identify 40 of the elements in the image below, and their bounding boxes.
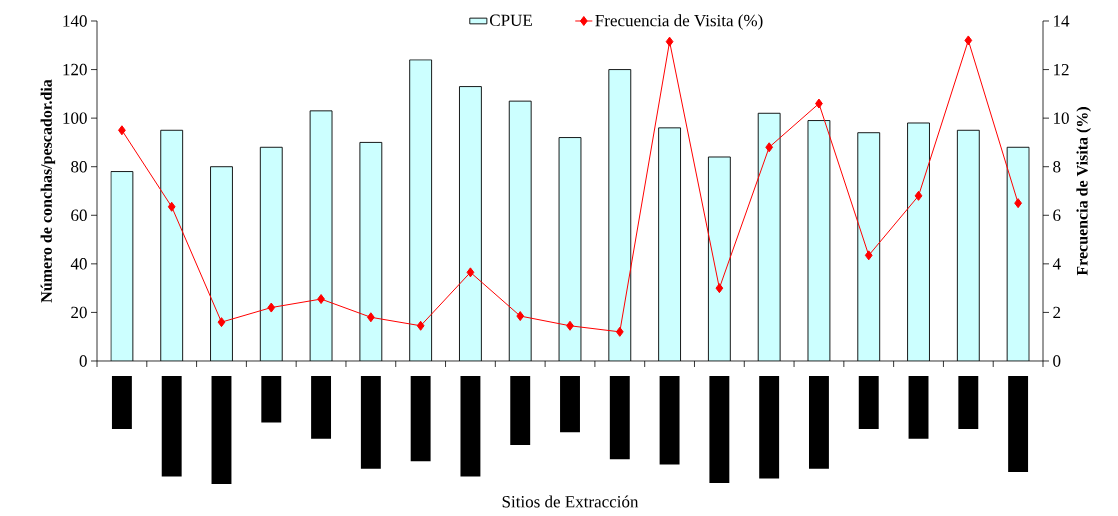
point: [765, 142, 774, 153]
point: [267, 302, 276, 313]
y2-tick-label: 0: [1053, 355, 1061, 367]
legend-label: CPUE: [490, 14, 532, 27]
y-tick-label: 20: [71, 306, 87, 319]
y-tick-label: 0: [79, 355, 87, 367]
point: [416, 320, 425, 331]
point: [118, 125, 126, 136]
point: [665, 36, 674, 47]
y2-tick-label: 2: [1053, 306, 1061, 319]
y2-tick-label: 12: [1054, 63, 1069, 76]
y2-tick-label: 4: [1052, 258, 1061, 270]
point: [167, 201, 176, 212]
point: [615, 326, 624, 337]
y2-tick-label: 10: [1054, 112, 1069, 124]
point: [964, 35, 973, 46]
point: [466, 267, 475, 278]
y2-axis-title: Frecuencia de Visita (%): [1076, 107, 1091, 276]
legend-label: Frecuencia de Visita (%): [595, 14, 763, 30]
y-tick-label: 140: [63, 15, 87, 27]
point: [516, 311, 525, 322]
point: [566, 320, 574, 331]
point: [1014, 198, 1022, 209]
y-tick-label: 60: [71, 209, 87, 222]
y-tick-label: 120: [63, 63, 87, 76]
y-axis-title: Número de conchas/pescador.dia: [40, 79, 56, 303]
y2-tick-label: 8: [1053, 160, 1061, 173]
point: [317, 294, 325, 305]
point: [217, 317, 226, 328]
y-tick-label: 80: [71, 160, 87, 173]
y2-tick-label: 6: [1053, 209, 1061, 221]
y-tick-label: 40: [70, 258, 87, 270]
point: [815, 98, 823, 109]
y-tick-label: 100: [63, 112, 87, 124]
point: [366, 312, 375, 323]
point: [864, 250, 873, 261]
x-axis-title: Sitios de Extracción: [502, 495, 639, 508]
y2-tick-label: 14: [1054, 15, 1070, 27]
point: [715, 283, 724, 294]
point: [914, 190, 923, 201]
